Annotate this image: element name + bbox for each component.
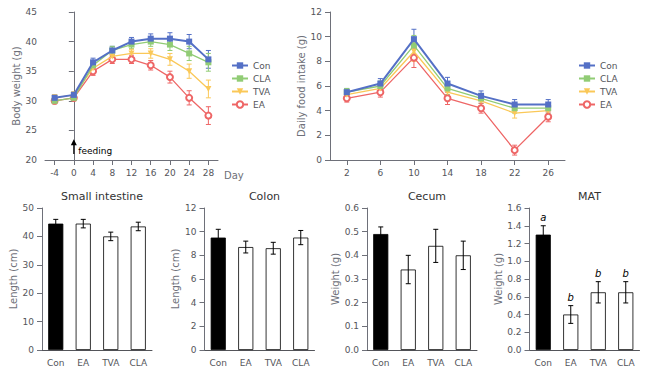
svg-text:0.5: 0.5 (345, 227, 359, 237)
svg-text:10: 10 (311, 32, 323, 42)
svg-text:0.3: 0.3 (345, 274, 359, 284)
svg-text:1.6: 1.6 (507, 203, 522, 213)
svg-text:Colon: Colon (249, 190, 280, 203)
svg-text:TVA: TVA (101, 358, 120, 368)
svg-text:14: 14 (442, 168, 454, 178)
svg-text:Daily food intake (g): Daily food intake (g) (296, 35, 307, 137)
svg-text:10: 10 (408, 168, 420, 178)
svg-text:1.4: 1.4 (507, 221, 522, 231)
svg-text:0.4: 0.4 (507, 310, 522, 320)
svg-text:Body weight (g): Body weight (g) (11, 46, 22, 126)
svg-text:0.2: 0.2 (345, 298, 359, 308)
svg-text:-4: -4 (50, 168, 59, 178)
svg-text:6: 6 (191, 274, 197, 284)
svg-text:4: 4 (316, 106, 322, 116)
svg-text:0.0: 0.0 (507, 345, 522, 355)
svg-text:0: 0 (316, 155, 322, 165)
svg-text:Length (cm): Length (cm) (170, 249, 181, 310)
svg-text:0: 0 (28, 345, 34, 355)
svg-text:20: 20 (23, 288, 35, 298)
svg-text:CLA: CLA (292, 358, 311, 368)
svg-text:MAT: MAT (578, 190, 601, 203)
svg-text:EA: EA (565, 358, 578, 368)
svg-text:0.6: 0.6 (345, 203, 360, 213)
svg-text:Con: Con (372, 358, 390, 368)
svg-text:0.8: 0.8 (507, 274, 522, 284)
svg-text:8: 8 (316, 56, 322, 66)
svg-text:30: 30 (23, 260, 35, 270)
svg-text:1.2: 1.2 (507, 239, 521, 249)
svg-text:Con: Con (600, 61, 618, 71)
svg-text:b: b (623, 268, 629, 279)
svg-text:18: 18 (475, 168, 487, 178)
svg-text:EA: EA (253, 100, 266, 110)
svg-text:12: 12 (311, 7, 322, 17)
svg-text:35: 35 (26, 66, 37, 76)
svg-text:a: a (540, 212, 546, 223)
svg-text:feeding: feeding (78, 146, 112, 156)
svg-text:26: 26 (542, 168, 554, 178)
svg-text:Day: Day (224, 170, 244, 181)
svg-text:Cecum: Cecum (408, 190, 446, 203)
svg-text:TVA: TVA (252, 87, 271, 97)
svg-text:28: 28 (203, 168, 215, 178)
svg-text:Con: Con (535, 358, 553, 368)
svg-text:TVA: TVA (264, 358, 283, 368)
svg-text:TVA: TVA (599, 87, 618, 97)
svg-text:CLA: CLA (617, 358, 636, 368)
svg-text:0.2: 0.2 (507, 327, 521, 337)
svg-text:10: 10 (185, 227, 197, 237)
svg-text:EA: EA (402, 358, 415, 368)
svg-text:0.0: 0.0 (345, 345, 360, 355)
svg-text:6: 6 (316, 81, 322, 91)
svg-text:b: b (595, 268, 601, 279)
svg-text:24: 24 (183, 168, 195, 178)
svg-text:CLA: CLA (129, 358, 148, 368)
svg-text:Weight (g): Weight (g) (493, 253, 504, 305)
svg-text:45: 45 (26, 7, 37, 17)
svg-text:EA: EA (77, 358, 90, 368)
svg-text:Con: Con (253, 61, 271, 71)
svg-text:6: 6 (377, 168, 383, 178)
svg-text:12: 12 (185, 203, 196, 213)
svg-text:Con: Con (47, 358, 65, 368)
svg-text:TVA: TVA (589, 358, 608, 368)
svg-text:2: 2 (316, 130, 322, 140)
svg-text:0.4: 0.4 (345, 250, 360, 260)
svg-text:0.6: 0.6 (507, 292, 522, 302)
svg-text:30: 30 (26, 96, 38, 106)
svg-text:2: 2 (344, 168, 350, 178)
svg-text:1.0: 1.0 (507, 256, 522, 266)
svg-text:b: b (568, 292, 574, 303)
svg-text:0: 0 (71, 168, 77, 178)
svg-text:40: 40 (26, 37, 38, 47)
svg-text:0.1: 0.1 (345, 321, 359, 331)
svg-text:16: 16 (145, 168, 157, 178)
svg-text:EA: EA (600, 100, 613, 110)
svg-text:12: 12 (126, 168, 137, 178)
svg-text:Weight (g): Weight (g) (330, 253, 341, 305)
svg-text:40: 40 (23, 231, 35, 241)
svg-text:0: 0 (191, 345, 197, 355)
svg-text:25: 25 (26, 125, 37, 135)
svg-text:EA: EA (240, 358, 253, 368)
svg-text:8: 8 (109, 168, 115, 178)
svg-text:TVA: TVA (426, 358, 445, 368)
svg-text:8: 8 (191, 250, 197, 260)
svg-text:Small intestine: Small intestine (61, 190, 143, 203)
svg-text:20: 20 (164, 168, 176, 178)
svg-text:CLA: CLA (253, 74, 272, 84)
svg-text:4: 4 (90, 168, 96, 178)
svg-text:22: 22 (509, 168, 520, 178)
svg-text:Con: Con (210, 358, 228, 368)
svg-text:4: 4 (191, 298, 197, 308)
svg-text:50: 50 (23, 203, 35, 213)
svg-text:CLA: CLA (454, 358, 473, 368)
svg-text:20: 20 (26, 155, 38, 165)
svg-text:10: 10 (23, 317, 35, 327)
svg-text:Length (cm): Length (cm) (8, 249, 19, 310)
svg-text:2: 2 (191, 321, 197, 331)
svg-text:CLA: CLA (600, 74, 619, 84)
